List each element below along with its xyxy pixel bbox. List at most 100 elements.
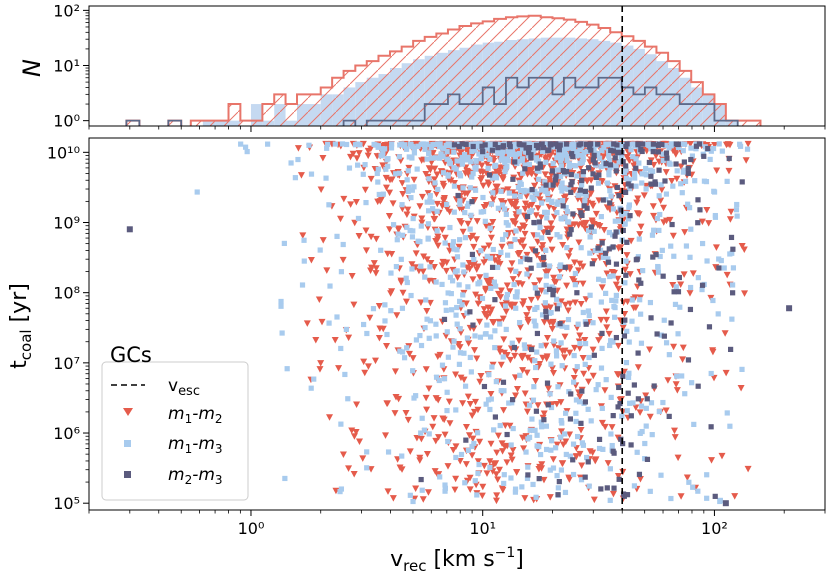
scatter-point-m2m3 — [557, 142, 563, 148]
scatter-point-m1m3 — [491, 427, 497, 433]
scatter-point-m1m3 — [465, 447, 471, 454]
scatter-point-m1m2 — [323, 267, 331, 274]
scatter-point-m1m3 — [570, 441, 577, 447]
scatter-point-m1m2 — [412, 250, 420, 257]
scatter-point-m1m3 — [530, 148, 536, 155]
scatter-point-m1m2 — [576, 450, 584, 458]
scatter-point-m1m2 — [492, 471, 500, 478]
scatter-point-m1m2 — [536, 277, 544, 285]
scatter-point-m1m3 — [638, 340, 645, 346]
scatter-point-m1m3 — [598, 365, 605, 371]
scatter-point-m1m3 — [473, 166, 479, 172]
scatter-point-m1m2 — [518, 281, 526, 288]
scatter-point-m1m2 — [703, 207, 711, 214]
scatter-point-m1m3 — [574, 173, 580, 179]
scatter-point-m1m2 — [563, 282, 571, 290]
scatter-point-m1m3 — [370, 306, 377, 312]
scatter-point-m1m3 — [584, 148, 590, 154]
scatter-point-m1m3 — [428, 155, 434, 161]
scatter-point-m1m3 — [562, 489, 569, 496]
scatter-point-m1m3 — [499, 156, 505, 162]
scatter-point-m1m2 — [444, 463, 452, 470]
scatter-point-m1m3 — [389, 141, 395, 147]
scatter-point-m1m3 — [562, 214, 568, 220]
scatter-point-m1m2 — [550, 274, 558, 282]
scatter-point-m1m3 — [425, 236, 431, 242]
legend-m1m2-marker — [123, 408, 133, 416]
scatter-point-m1m3 — [421, 427, 428, 433]
scatter-point-m1m2 — [457, 149, 465, 157]
scatter-point-m2m3 — [583, 141, 590, 147]
scatter-point-m2m3 — [610, 244, 616, 250]
scatter-point-m1m3 — [471, 440, 477, 446]
scatter-point-m1m2 — [480, 203, 488, 211]
scatter-point-m1m2 — [499, 448, 507, 455]
scatter-point-m1m2 — [516, 226, 524, 233]
scatter-point-m1m3 — [729, 250, 735, 256]
scatter-point-m1m2 — [466, 474, 474, 482]
scatter-point-m1m3 — [444, 149, 450, 155]
scatter-point-m1m2 — [339, 451, 347, 458]
scatter-point-m2m3 — [728, 346, 734, 353]
scatter-point-m1m2 — [466, 265, 474, 273]
scatter-point-m1m2 — [650, 212, 658, 220]
scatter-point-m1m3 — [394, 237, 400, 243]
scatter-point-m1m2 — [507, 452, 515, 460]
scatter-point-m1m2 — [558, 428, 566, 435]
scatter-point-m1m2 — [353, 155, 361, 162]
legend: GCs vesc m1-m2 m1-m3 m2-m3 — [101, 343, 249, 501]
scatter-point-m1m3 — [508, 442, 514, 448]
scatter-point-m1m3 — [454, 321, 460, 327]
scatter-point-m1m2 — [402, 298, 410, 306]
scatter-point-m2m3 — [613, 261, 620, 267]
scatter-point-m2m3 — [615, 149, 621, 155]
scatter-point-m1m3 — [509, 340, 515, 346]
scatter-point-m2m3 — [492, 414, 499, 420]
scatter-point-m1m2 — [449, 447, 457, 454]
scatter-point-m1m3 — [543, 446, 550, 453]
scatter-point-m1m2 — [472, 481, 480, 489]
scatter-point-m1m2 — [542, 342, 550, 350]
scatter-point-m1m3 — [409, 234, 416, 240]
scatter-point-m1m3 — [506, 190, 512, 196]
scatter-point-m1m2 — [664, 377, 672, 384]
scatter-point-m1m2 — [572, 453, 580, 460]
scatter-point-m1m2 — [705, 220, 713, 227]
scatter-point-m1m3 — [414, 166, 420, 172]
scatter-point-m1m3 — [660, 151, 666, 157]
scatter-point-m1m3 — [675, 144, 682, 151]
scatter-point-m1m3 — [499, 202, 506, 208]
scatter-point-m1m3 — [544, 215, 550, 221]
scatter-point-m1m3 — [638, 403, 645, 409]
scatter-point-m1m2 — [681, 229, 689, 236]
scatter-point-m2m3 — [563, 168, 570, 175]
scatter-point-m2m3 — [589, 261, 595, 267]
scatter-point-m1m2 — [540, 476, 548, 484]
scatter-point-m2m3 — [543, 182, 549, 188]
scatter-point-m2m3 — [568, 172, 574, 178]
scatter-point-m1m2 — [352, 198, 360, 206]
hist-outline-m2m3 — [125, 76, 739, 126]
scatter-point-m1m3 — [384, 331, 390, 338]
scatter-point-m1m3 — [564, 208, 571, 215]
scatter-point-m1m3 — [606, 153, 612, 159]
scatter-point-m1m2 — [483, 470, 491, 477]
legend-vesc-label: vesc — [168, 376, 200, 399]
scatter-point-m1m3 — [577, 146, 583, 153]
scatter-point-m1m2 — [383, 343, 391, 350]
scatter-point-m1m3 — [450, 344, 456, 350]
scatter-point-m1m3 — [397, 348, 403, 354]
scatter-point-m1m2 — [662, 407, 670, 415]
scatter-point-m1m2 — [624, 298, 632, 306]
scatter-point-m1m3 — [524, 271, 530, 277]
scatter-point-m1m3 — [472, 333, 478, 339]
scatter-point-m1m3 — [521, 342, 528, 348]
scatter-point-m1m2 — [579, 280, 587, 288]
scatter-point-m2m3 — [581, 203, 587, 209]
scatter-point-m1m2 — [506, 288, 514, 295]
x-tick-label: 10⁰ — [238, 519, 265, 538]
scatter-point-m1m3 — [558, 467, 565, 473]
scatter-point-m1m3 — [623, 210, 629, 217]
scatter-point-m1m3 — [502, 158, 509, 164]
scatter-point-m2m3 — [529, 186, 535, 193]
